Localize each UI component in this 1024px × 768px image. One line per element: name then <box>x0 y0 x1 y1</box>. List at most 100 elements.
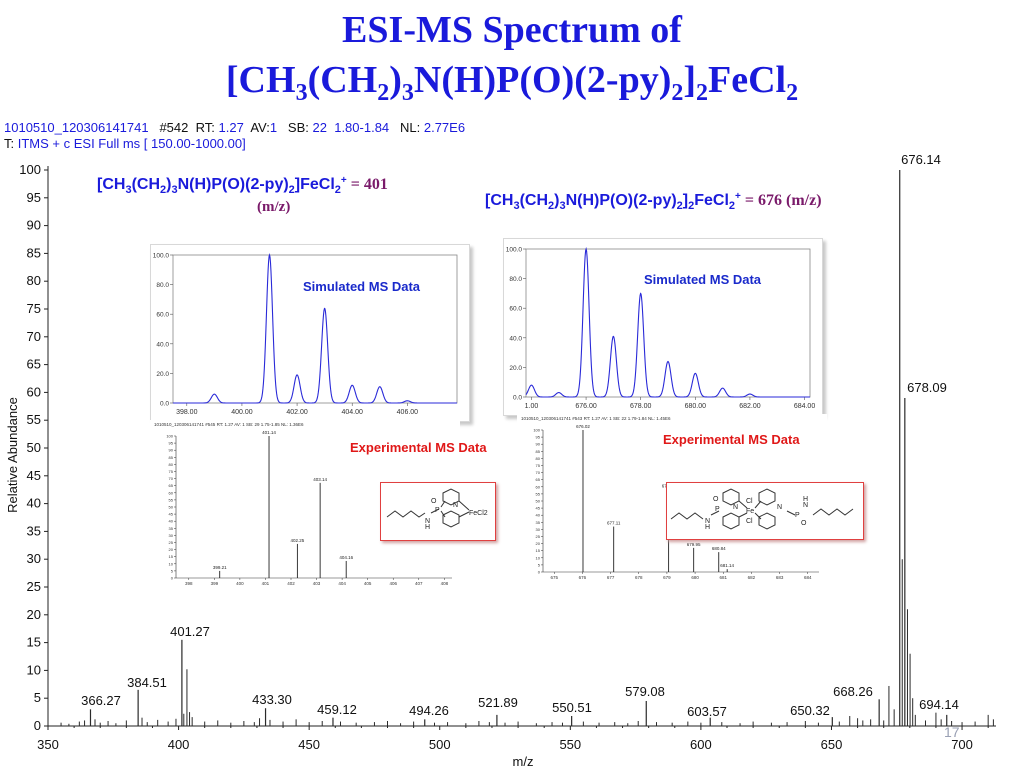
experimental-peak-label: 404.16 <box>339 555 353 560</box>
y-tick-label: 0.0 <box>160 401 169 408</box>
formula-part: ]FeCl <box>294 176 335 193</box>
y-tick-label: 30 <box>536 527 541 532</box>
experimental-peak-label: 681.14 <box>720 563 734 568</box>
plot-frame <box>525 248 811 398</box>
y-tick-label: 20 <box>27 607 41 622</box>
structure-right-cl-bottom: Cl <box>746 518 753 525</box>
y-tick-label: 40 <box>169 519 174 524</box>
experimental-left-plot: 1010510_120306141741 #545 RT: 1.27 AV: 1… <box>154 422 452 586</box>
simulated-left-plot: 0.0 20.0 40.0 60.0 80.0 100.0 398.00 400.00 402.… <box>153 253 458 416</box>
y-tick-label: 70 <box>169 476 174 481</box>
y-tick-label: 25 <box>536 534 541 539</box>
left-mz-unit: (m/z) <box>257 199 291 215</box>
y-tick-label: 90 <box>27 218 41 233</box>
experimental-peak-label: 677.11 <box>607 521 621 526</box>
x-tick-label: 350 <box>37 737 59 752</box>
formula-part: [CH <box>225 59 296 101</box>
y-tick-label: 0 <box>171 576 174 581</box>
nl-label: NL: <box>400 120 421 135</box>
peak-label: 521.89 <box>478 695 518 710</box>
formula-part: 2 <box>696 80 709 106</box>
y-tick-label: 30 <box>169 533 174 538</box>
peak-label: 459.12 <box>317 702 357 717</box>
av-label: AV: <box>250 120 270 135</box>
experimental-peak-label: 676.02 <box>576 424 590 429</box>
y-tick-label: 40.0 <box>156 341 169 348</box>
simulated-panel-left: 0.0 20.0 40.0 60.0 80.0 100.0 398.00 400.00 402.… <box>150 244 470 422</box>
experimental-label-right: Experimental MS Data <box>663 432 800 447</box>
y-tick-label: 45 <box>27 468 41 483</box>
y-tick-label: 10 <box>27 662 41 677</box>
svg-text:N: N <box>705 518 710 525</box>
sb-range: 1.80-1.84 <box>334 120 390 135</box>
sb-label: SB: <box>287 120 309 135</box>
x-tick-label: 678 <box>635 575 643 580</box>
x-tick-label: 680 <box>691 575 699 580</box>
y-tick-label: 5 <box>538 562 541 567</box>
svg-text:N: N <box>425 518 430 525</box>
y-tick-label: 90 <box>169 448 174 453</box>
y-tick-label: 75 <box>169 469 174 474</box>
peak-label: 579.08 <box>625 684 665 699</box>
y-tick-label: 85 <box>169 455 174 460</box>
y-tick-label: 55 <box>536 491 541 496</box>
x-tick-label: 1.00 <box>525 403 539 410</box>
formula-part: ) <box>389 59 402 101</box>
svg-text:N: N <box>733 504 738 511</box>
y-tick-label: 80 <box>536 456 541 461</box>
formula-part: 2 <box>377 80 390 106</box>
formula-part: 3 <box>559 200 566 212</box>
y-tick-label: 65 <box>169 483 174 488</box>
x-tick-label: 402 <box>287 581 295 586</box>
y-tick-label: 35 <box>27 523 41 538</box>
y-tick-label: 35 <box>536 520 541 525</box>
y-tick-label: 100.0 <box>506 247 523 254</box>
structure-right-fe: Fe <box>746 508 754 515</box>
formula-part: (CH <box>307 59 378 101</box>
peak-label: 384.51 <box>127 675 167 690</box>
peak-label: 668.26 <box>833 684 873 699</box>
peak-label: 678.09 <box>907 380 947 395</box>
peak-label: 550.51 <box>552 700 592 715</box>
formula-part: 3 <box>295 80 308 106</box>
y-tick-label: 95 <box>27 190 41 205</box>
structure-right-drawing: NH PO N Cl Fe Cl N PO NH <box>670 488 854 531</box>
y-tick-label: 30 <box>27 551 41 566</box>
y-tick-label: 65 <box>536 477 541 482</box>
svg-text:N: N <box>453 502 458 509</box>
y-tick-label: 5 <box>34 690 41 705</box>
x-tick-label: 400.00 <box>231 409 253 416</box>
formula-part: (CH <box>519 192 548 209</box>
y-tick-label: 55 <box>169 497 174 502</box>
x-tick-label: 676.00 <box>575 403 597 410</box>
left-ion-formula: [CH3(CH2)3N(H)P(O)(2-py)2]FeCl2+ = 401 <box>97 176 388 196</box>
rt-label: RT: <box>195 120 215 135</box>
y-tick-label: 80 <box>27 273 41 288</box>
y-tick-label: 10 <box>169 561 174 566</box>
peak-label: 603.57 <box>687 704 727 719</box>
acquisition-header: 1010510_120306141741 #542 RT: 1.27 AV:1 … <box>4 120 465 135</box>
svg-text:H: H <box>803 496 808 503</box>
formula-part: ) <box>554 192 560 209</box>
formula-part: 3 <box>513 200 520 212</box>
nl-value: 2.77E6 <box>423 120 466 135</box>
y-tick-label: 0 <box>538 570 541 575</box>
svg-text:O: O <box>713 496 719 503</box>
exp-header: 1010510_120306141741 #545 RT: 1.27 AV: 1… <box>154 422 304 427</box>
y-tick-label: 80.0 <box>156 282 169 289</box>
y-tick-label: 60.0 <box>509 306 522 313</box>
experimental-peak-label: 679.95 <box>687 542 701 547</box>
x-tick-label: 500 <box>429 737 451 752</box>
y-tick-label: 40 <box>536 513 541 518</box>
svg-text:O: O <box>431 498 437 505</box>
x-axis-label: m/z <box>513 754 534 768</box>
x-tick-label: 401 <box>262 581 270 586</box>
y-tick-label: 20 <box>169 547 174 552</box>
structure-right-cl-top: Cl <box>746 498 753 505</box>
y-tick-label: 0.0 <box>513 395 522 402</box>
experimental-peak-label: 402.25 <box>291 538 305 543</box>
y-tick-label: 65 <box>27 357 41 372</box>
y-tick-label: 100 <box>533 428 540 433</box>
